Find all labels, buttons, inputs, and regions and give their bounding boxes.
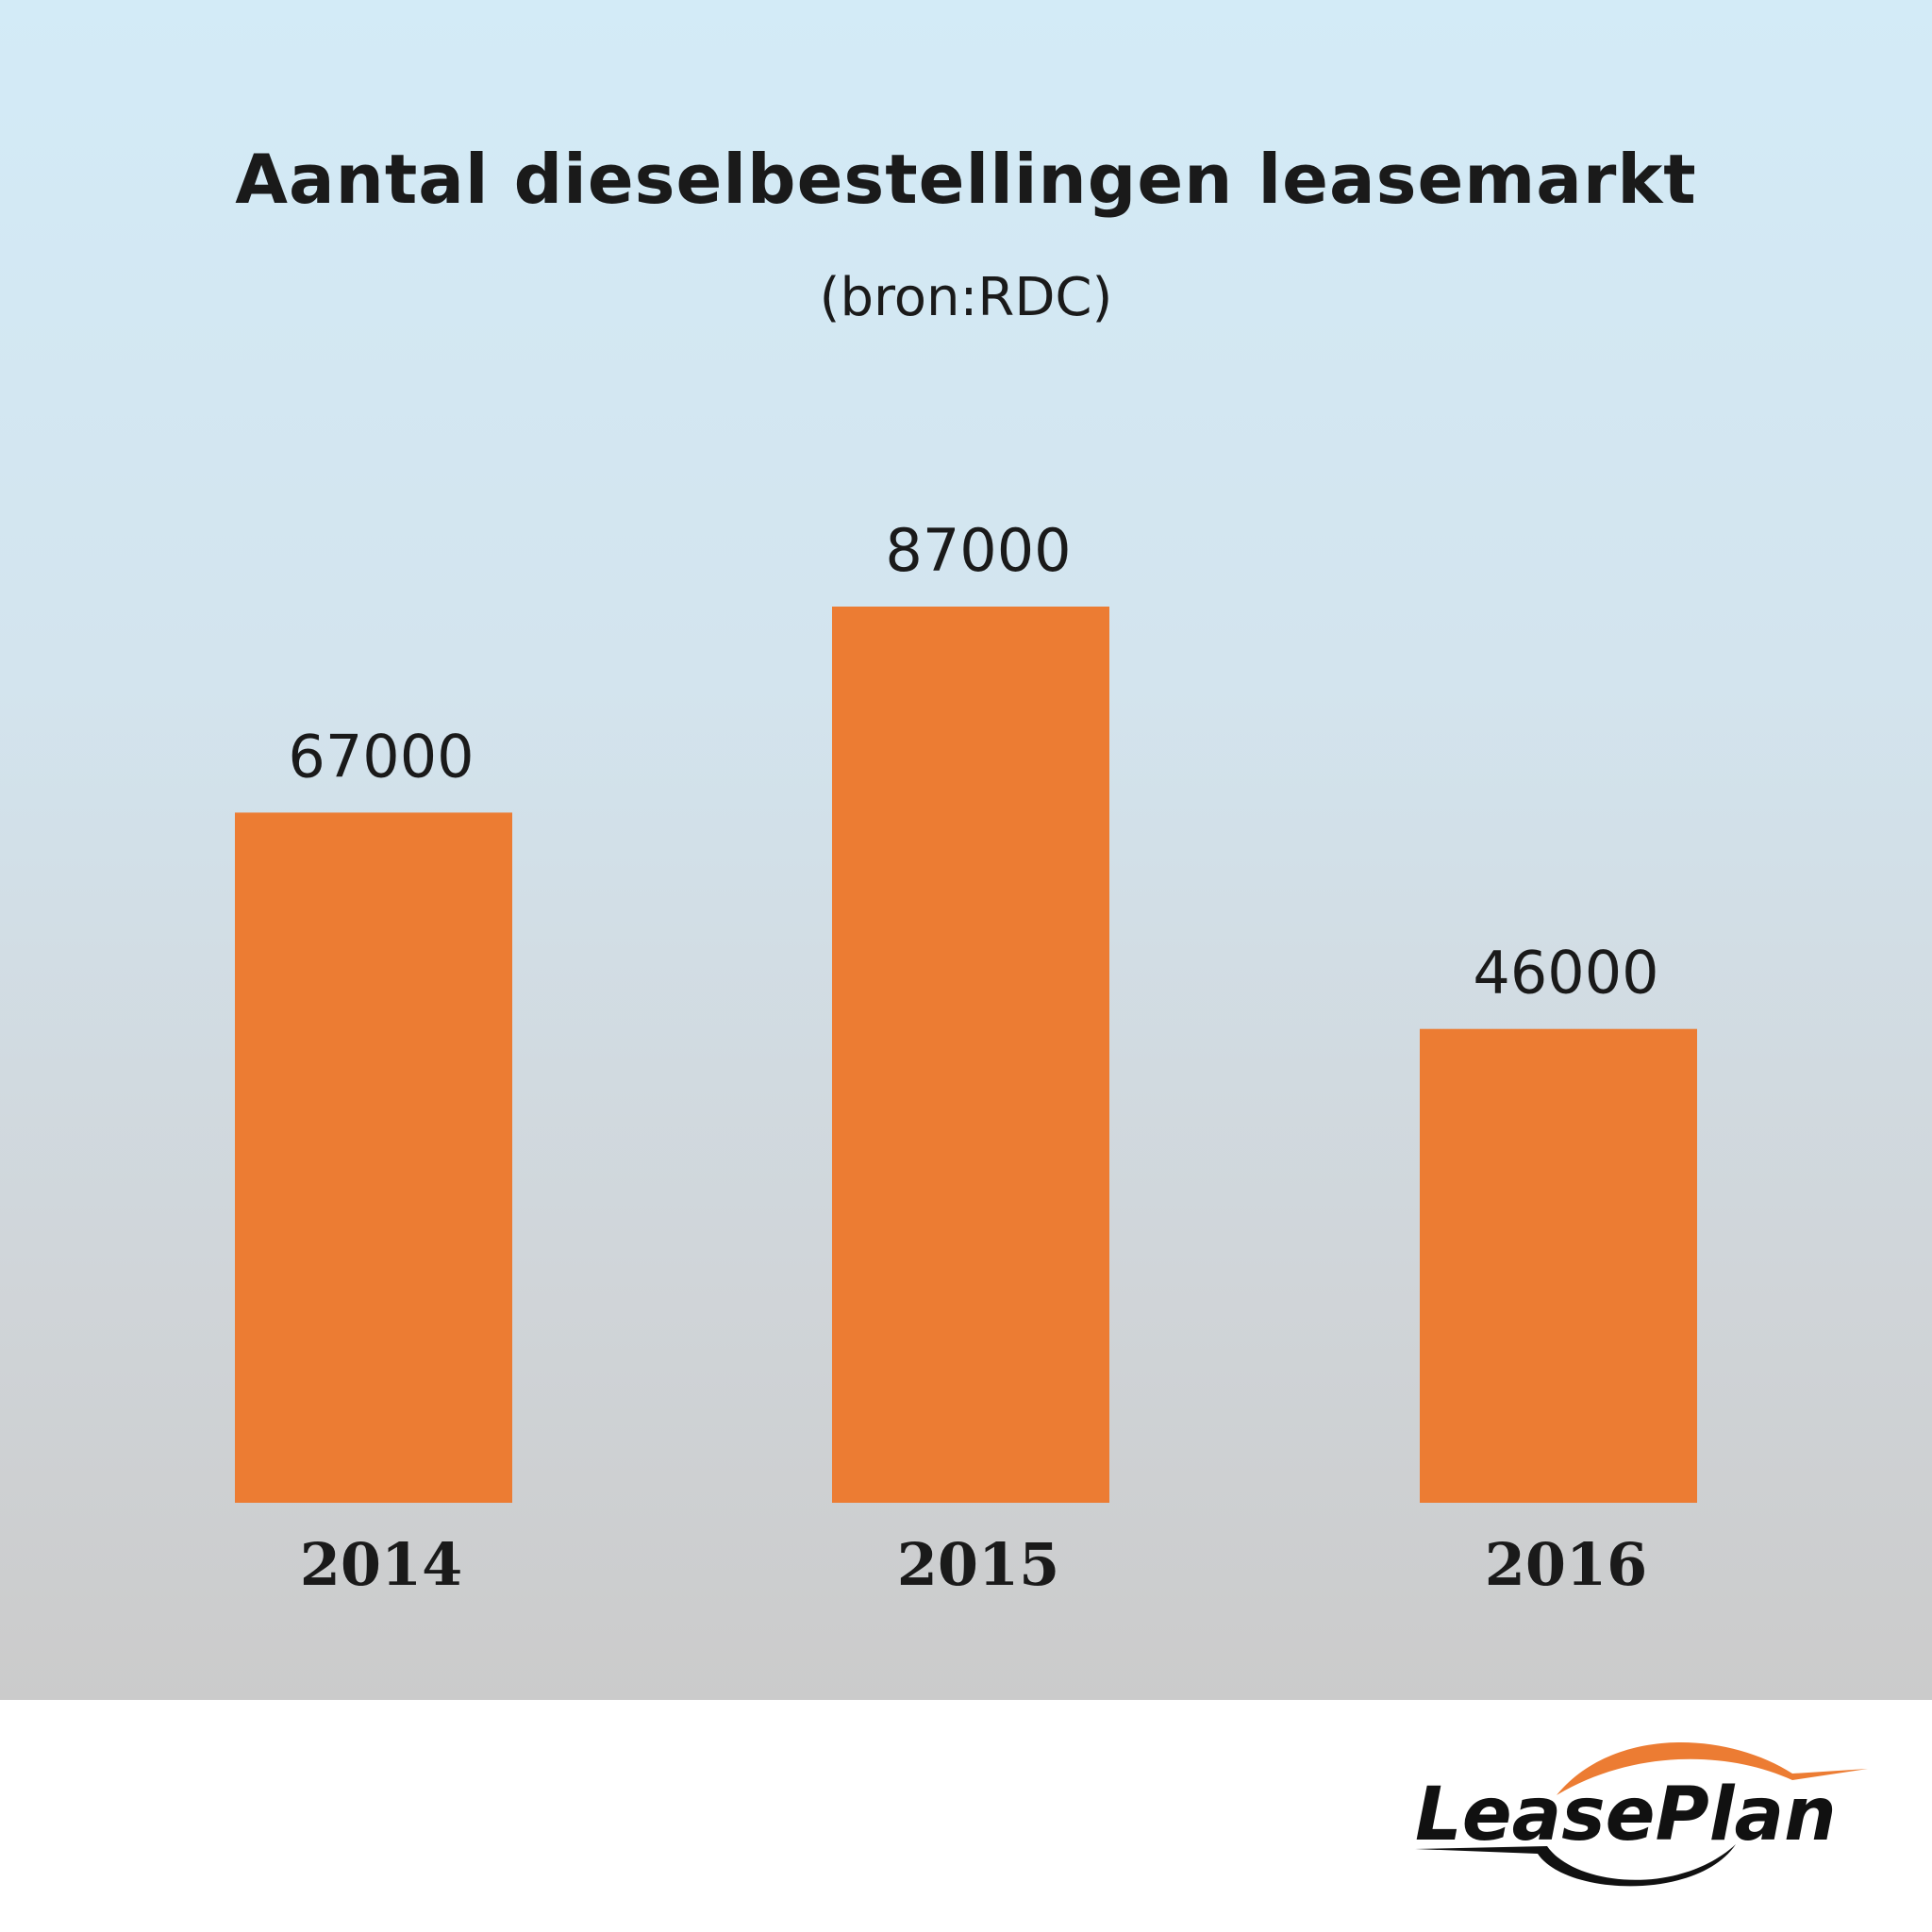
bar-chart: 67000 2014 87000 2015 46000 2016 (235, 516, 1697, 1599)
chart-subtitle: (bron:RDC) (819, 267, 1113, 328)
logo-swoosh-bottom (1415, 1844, 1736, 1887)
data-label-2015: 87000 (885, 516, 1071, 585)
bar-2015 (832, 607, 1109, 1503)
bar-2014 (235, 812, 512, 1503)
bar-2016 (1420, 1028, 1697, 1503)
category-label-2016: 2016 (1485, 1530, 1648, 1599)
chart-title: Aantal dieselbestellingen leasemarkt (235, 140, 1697, 219)
category-label-2015: 2015 (897, 1530, 1060, 1599)
logo-swoosh-top (1557, 1741, 1868, 1795)
leaseplan-logo: LeasePlan (1415, 1741, 1868, 1887)
logo-wordmark: LeasePlan (1415, 1773, 1837, 1857)
data-label-2014: 67000 (288, 722, 474, 791)
chart-panel: Aantal dieselbestellingen leasemarkt (br… (0, 0, 1932, 1700)
data-label-2016: 46000 (1473, 939, 1658, 1008)
category-label-2014: 2014 (300, 1530, 463, 1599)
